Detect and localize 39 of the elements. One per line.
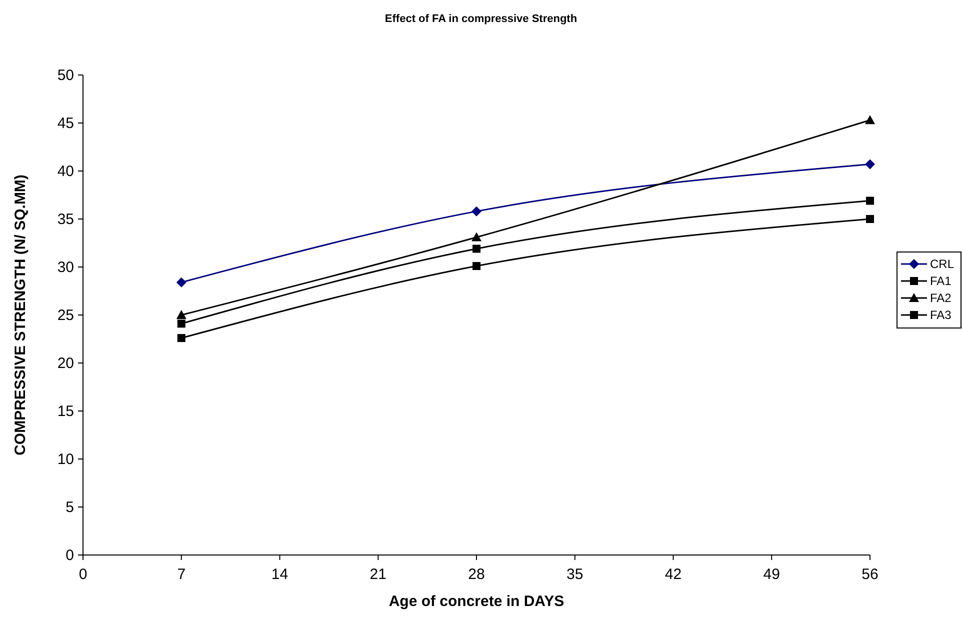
legend-label: FA2 [930, 291, 952, 305]
y-tick-label: 20 [57, 355, 74, 372]
legend-label: FA3 [930, 308, 952, 322]
x-tick-label: 0 [78, 566, 88, 583]
point [177, 334, 186, 342]
y-tick-label: 5 [66, 499, 74, 516]
point [472, 206, 482, 216]
y-axis-title: COMPRESSIVE STRENGTH (N/ SQ.MM) [12, 174, 29, 456]
point [472, 262, 480, 270]
y-tick-label: 30 [57, 259, 74, 276]
y-tick-label: 40 [57, 163, 74, 180]
point [866, 196, 874, 205]
y-tick-label: 10 [57, 451, 74, 468]
x-tick-label: 7 [177, 566, 186, 583]
y-tick-label: 45 [57, 115, 74, 132]
x-tick-label: 21 [370, 566, 386, 583]
legend-label: CRL [930, 257, 954, 271]
x-tick-label: 28 [468, 566, 485, 583]
point [865, 159, 875, 170]
x-tick-label: 42 [664, 566, 682, 583]
point [176, 277, 186, 288]
x-tick-label: 35 [566, 566, 584, 583]
chart-title: Effect of FA in compressive Strength [384, 13, 578, 25]
legend-label: FA1 [930, 274, 952, 288]
x-tick-label: 49 [763, 566, 780, 583]
point [472, 232, 482, 242]
point [177, 320, 186, 328]
y-tick-label: 50 [57, 67, 74, 84]
point [472, 244, 480, 253]
point [176, 310, 186, 319]
point [865, 115, 875, 124]
y-tick-label: 15 [57, 403, 74, 420]
y-tick-label: 0 [66, 547, 74, 564]
y-tick-label: 35 [57, 211, 74, 228]
x-axis-title: Age of concrete in DAYS [388, 593, 564, 610]
x-tick-label: 14 [271, 566, 288, 583]
y-tick-label: 25 [57, 307, 74, 324]
point [866, 215, 874, 223]
x-tick-label: 56 [862, 566, 878, 583]
